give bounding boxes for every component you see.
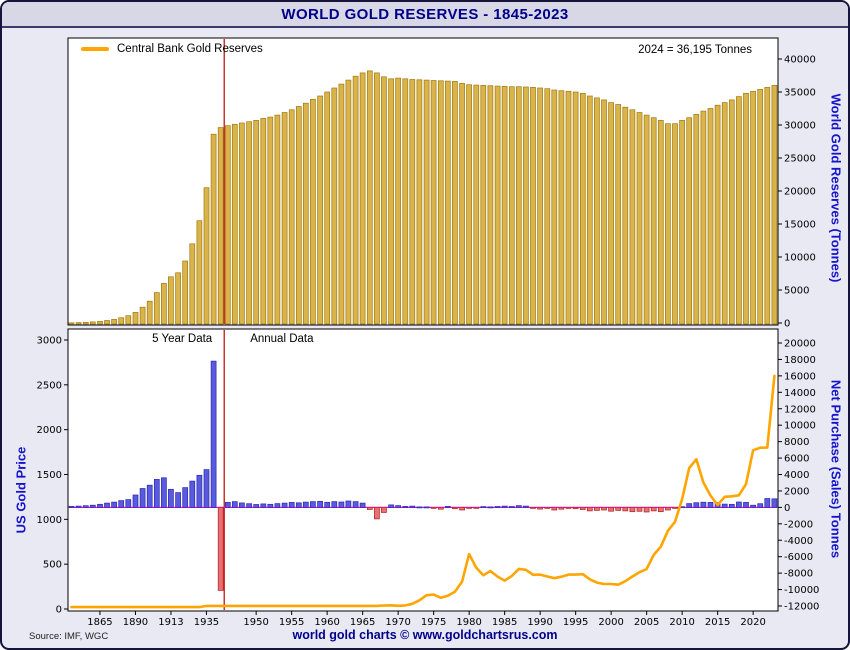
svg-text:1935: 1935 (194, 617, 219, 628)
svg-text:2005: 2005 (634, 617, 659, 628)
axis-title-us-gold-price: US Gold Price (13, 446, 29, 534)
svg-text:-10000: -10000 (784, 585, 819, 596)
bottom-plot-area (67, 328, 779, 612)
svg-text:12000: 12000 (784, 404, 816, 415)
title-bar: WORLD GOLD RESERVES - 1845-2023 (2, 2, 848, 28)
svg-text:1965: 1965 (350, 617, 375, 628)
svg-text:35000: 35000 (784, 88, 816, 99)
svg-text:1955: 1955 (279, 617, 304, 628)
svg-text:15000: 15000 (784, 220, 816, 231)
svg-text:2000: 2000 (37, 425, 62, 436)
svg-text:20000: 20000 (784, 339, 816, 350)
svg-text:0: 0 (784, 319, 790, 330)
svg-text:2500: 2500 (37, 380, 62, 391)
svg-text:1985: 1985 (492, 617, 517, 628)
svg-text:10000: 10000 (784, 421, 816, 432)
top-plot-area (67, 37, 779, 326)
svg-text:-2000: -2000 (784, 519, 813, 530)
svg-text:1865: 1865 (87, 617, 112, 628)
svg-text:2015: 2015 (705, 617, 730, 628)
svg-text:10000: 10000 (784, 253, 816, 264)
label-five-year-data: 5 Year Data (152, 333, 213, 345)
svg-text:30000: 30000 (784, 121, 816, 132)
svg-text:14000: 14000 (784, 388, 816, 399)
svg-text:6000: 6000 (784, 454, 809, 465)
svg-text:0: 0 (784, 503, 790, 514)
bottom-left-axis: 0 500 1000 1500 2000 2500 3000 (37, 336, 68, 616)
svg-text:-12000: -12000 (784, 602, 819, 613)
svg-text:1995: 1995 (563, 617, 588, 628)
axis-title-net-purchase: Net Purchase (Sales) Tonnes (828, 379, 844, 559)
gold-line-swatch (81, 47, 109, 51)
svg-text:20000: 20000 (784, 187, 816, 198)
svg-text:1890: 1890 (123, 617, 148, 628)
svg-text:-4000: -4000 (784, 536, 813, 547)
svg-text:4000: 4000 (784, 470, 809, 481)
credit-text: world gold charts © www.goldchartsrus.co… (292, 628, 558, 642)
svg-text:2000: 2000 (598, 617, 623, 628)
top-right-axis: 0 5000 10000 15000 20000 25000 30000 35000 40000 (778, 55, 816, 330)
svg-text:25000: 25000 (784, 154, 816, 165)
reserves-bars (68, 70, 778, 325)
annotation-2024-tonnes: 2024 = 36,195 Tonnes (638, 44, 752, 56)
svg-text:40000: 40000 (784, 55, 816, 66)
x-axis-labels: 1865 1890 1913 1935 1950 1955 1960 1965 1970 1975… (87, 611, 766, 628)
svg-text:3000: 3000 (37, 336, 62, 347)
label-annual-data: Annual Data (250, 333, 314, 345)
svg-text:5000: 5000 (784, 286, 809, 297)
svg-text:500: 500 (43, 560, 62, 571)
svg-text:-6000: -6000 (784, 552, 813, 563)
svg-text:2010: 2010 (669, 617, 694, 628)
svg-text:1913: 1913 (158, 617, 183, 628)
source-text: Source: IMF, WGC (29, 631, 109, 642)
svg-text:1500: 1500 (37, 470, 62, 481)
svg-text:16000: 16000 (784, 371, 816, 382)
svg-text:1950: 1950 (243, 617, 268, 628)
svg-text:-8000: -8000 (784, 569, 813, 580)
svg-text:18000: 18000 (784, 355, 816, 366)
legend-label: Central Bank Gold Reserves (117, 43, 263, 55)
gold-price-line (70, 374, 776, 609)
svg-text:2020: 2020 (740, 617, 765, 628)
svg-text:1980: 1980 (456, 617, 481, 628)
bottom-right-axis: -12000 -10000 -8000 -6000 -4000 -2000 0 2000 400… (778, 339, 819, 613)
svg-text:2000: 2000 (784, 486, 809, 497)
svg-text:1990: 1990 (527, 617, 552, 628)
svg-text:1000: 1000 (37, 515, 62, 526)
svg-text:1975: 1975 (421, 617, 446, 628)
page-title: WORLD GOLD RESERVES - 1845-2023 (281, 5, 569, 23)
svg-text:1970: 1970 (385, 617, 410, 628)
svg-text:0: 0 (56, 605, 62, 616)
svg-text:8000: 8000 (784, 437, 809, 448)
svg-text:1960: 1960 (314, 617, 339, 628)
legend: Central Bank Gold Reserves (81, 43, 263, 55)
axis-title-world-gold-reserves: World Gold Reserves (Tonnes) (828, 93, 844, 283)
